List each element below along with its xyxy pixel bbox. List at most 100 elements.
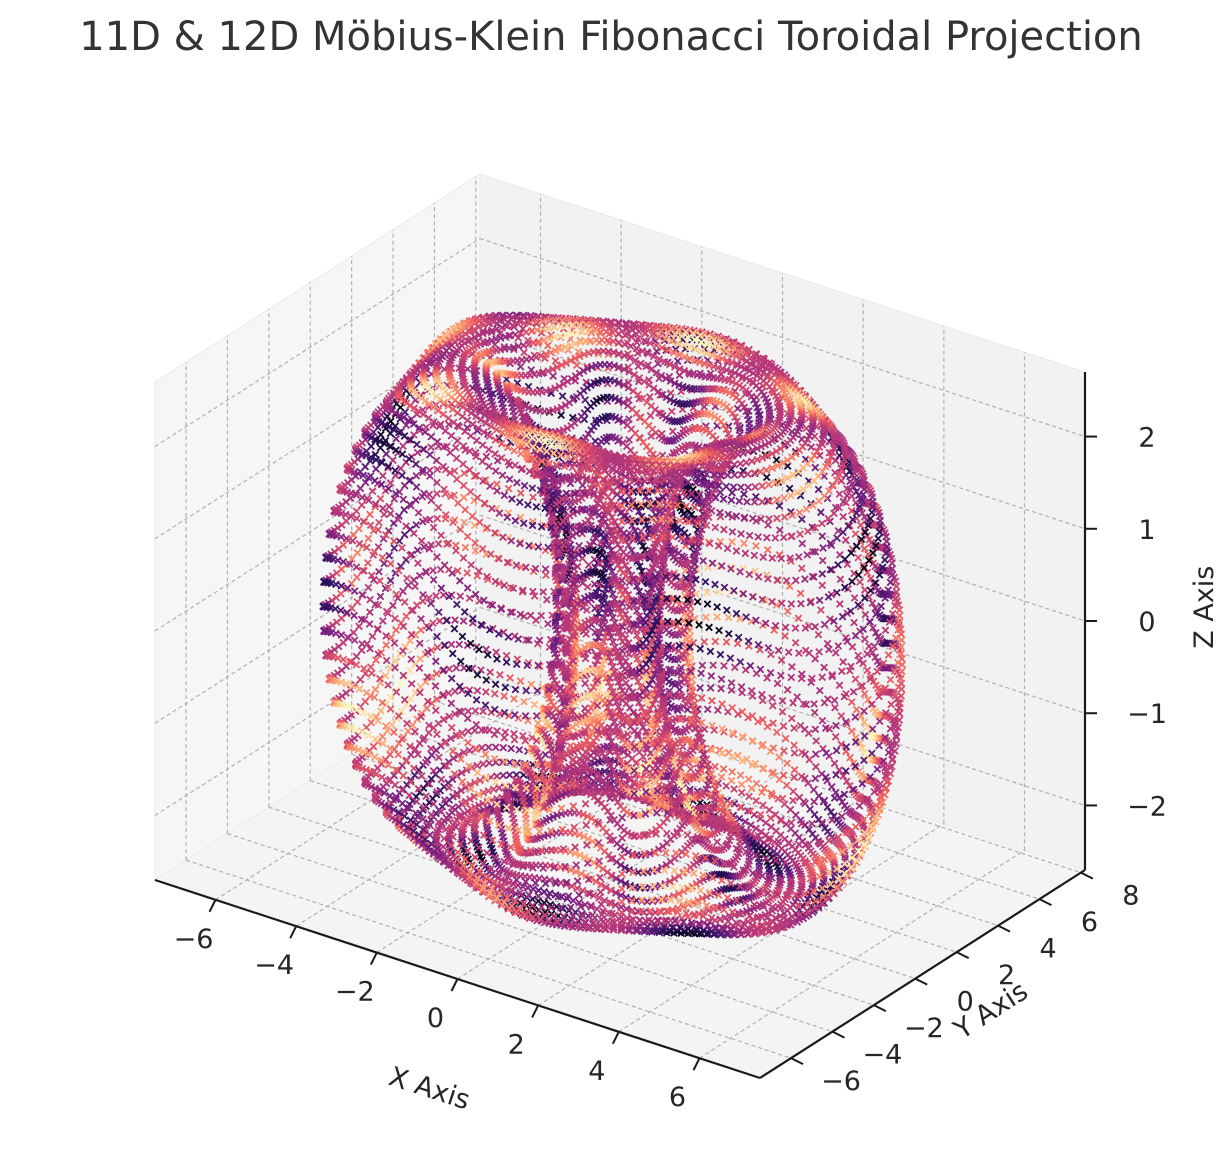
data-point bbox=[418, 597, 427, 605]
data-point bbox=[785, 484, 794, 493]
data-point bbox=[673, 357, 682, 366]
data-point bbox=[576, 336, 584, 345]
data-point bbox=[596, 329, 605, 338]
data-point bbox=[519, 311, 528, 320]
data-point bbox=[520, 319, 529, 328]
data-point bbox=[841, 536, 850, 544]
data-point bbox=[701, 329, 710, 338]
data-point bbox=[850, 569, 858, 578]
data-point bbox=[714, 588, 723, 596]
data-point bbox=[550, 333, 559, 342]
data-point bbox=[495, 579, 503, 588]
data-point bbox=[817, 606, 825, 614]
data-point bbox=[871, 604, 880, 613]
data-point bbox=[620, 340, 629, 349]
data-point bbox=[836, 575, 845, 584]
data-point bbox=[752, 796, 760, 805]
data-point bbox=[640, 377, 649, 386]
data-point bbox=[730, 663, 739, 672]
data-point bbox=[734, 710, 742, 719]
data-point bbox=[575, 321, 584, 329]
data-point bbox=[647, 432, 655, 440]
data-point bbox=[730, 785, 738, 793]
data-point bbox=[601, 321, 610, 330]
data-point bbox=[504, 484, 513, 493]
data-point bbox=[519, 731, 527, 740]
data-point bbox=[818, 581, 827, 590]
data-point bbox=[444, 420, 453, 429]
data-point bbox=[558, 392, 567, 400]
data-point bbox=[625, 435, 633, 444]
data-point bbox=[650, 325, 659, 334]
data-point bbox=[765, 806, 774, 814]
data-point bbox=[595, 321, 603, 330]
data-point bbox=[843, 560, 852, 569]
data-point bbox=[456, 592, 465, 601]
data-point bbox=[747, 360, 755, 369]
data-point bbox=[444, 689, 453, 697]
data-point bbox=[751, 567, 759, 575]
data-point bbox=[581, 396, 590, 404]
data-point bbox=[642, 362, 650, 371]
data-point bbox=[798, 564, 806, 573]
data-point bbox=[861, 610, 870, 619]
data-point bbox=[604, 350, 613, 359]
data-point bbox=[763, 722, 772, 731]
data-point bbox=[625, 415, 633, 423]
data-point bbox=[732, 360, 741, 369]
data-point bbox=[830, 759, 839, 768]
data-point bbox=[684, 334, 693, 342]
data-point bbox=[831, 456, 840, 465]
data-point bbox=[557, 411, 565, 419]
data-point bbox=[839, 512, 848, 521]
data-point bbox=[787, 714, 796, 723]
data-point bbox=[698, 661, 707, 670]
data-point bbox=[450, 467, 459, 475]
data-point bbox=[868, 648, 877, 657]
data-point bbox=[492, 648, 500, 657]
data-point bbox=[645, 393, 654, 401]
data-point bbox=[425, 594, 433, 602]
data-point bbox=[673, 339, 682, 347]
data-point bbox=[435, 617, 444, 625]
data-point bbox=[810, 708, 819, 717]
data-point bbox=[631, 356, 640, 365]
data-point bbox=[820, 472, 828, 481]
data-point bbox=[464, 707, 472, 716]
data-point bbox=[635, 374, 644, 382]
data-point bbox=[727, 686, 736, 695]
data-point bbox=[794, 614, 803, 623]
data-point bbox=[516, 677, 525, 685]
data-point bbox=[710, 726, 719, 735]
data-point bbox=[716, 338, 725, 347]
data-point bbox=[514, 320, 523, 328]
data-point bbox=[864, 550, 872, 559]
data-point bbox=[657, 327, 666, 335]
data-point bbox=[590, 327, 599, 336]
data-point bbox=[679, 341, 688, 349]
data-point bbox=[831, 703, 839, 712]
data-point bbox=[677, 387, 685, 396]
data-point bbox=[831, 648, 840, 657]
data-point bbox=[856, 578, 864, 586]
data-point bbox=[680, 367, 689, 375]
data-point bbox=[638, 347, 647, 355]
data-point bbox=[588, 321, 597, 329]
data-point bbox=[439, 591, 448, 599]
data-point bbox=[667, 337, 676, 345]
data-point bbox=[646, 339, 654, 347]
data-point bbox=[667, 407, 676, 416]
data-point bbox=[715, 562, 724, 571]
data-point bbox=[516, 513, 525, 522]
data-point bbox=[744, 775, 753, 783]
data-point bbox=[728, 767, 736, 776]
data-point bbox=[814, 485, 823, 494]
data-point bbox=[594, 350, 603, 358]
data-point bbox=[662, 374, 670, 383]
data-point bbox=[503, 322, 512, 331]
data-point bbox=[409, 576, 418, 584]
data-point bbox=[848, 643, 857, 651]
data-point bbox=[418, 468, 427, 477]
data-point bbox=[713, 353, 722, 361]
data-point bbox=[835, 766, 844, 774]
